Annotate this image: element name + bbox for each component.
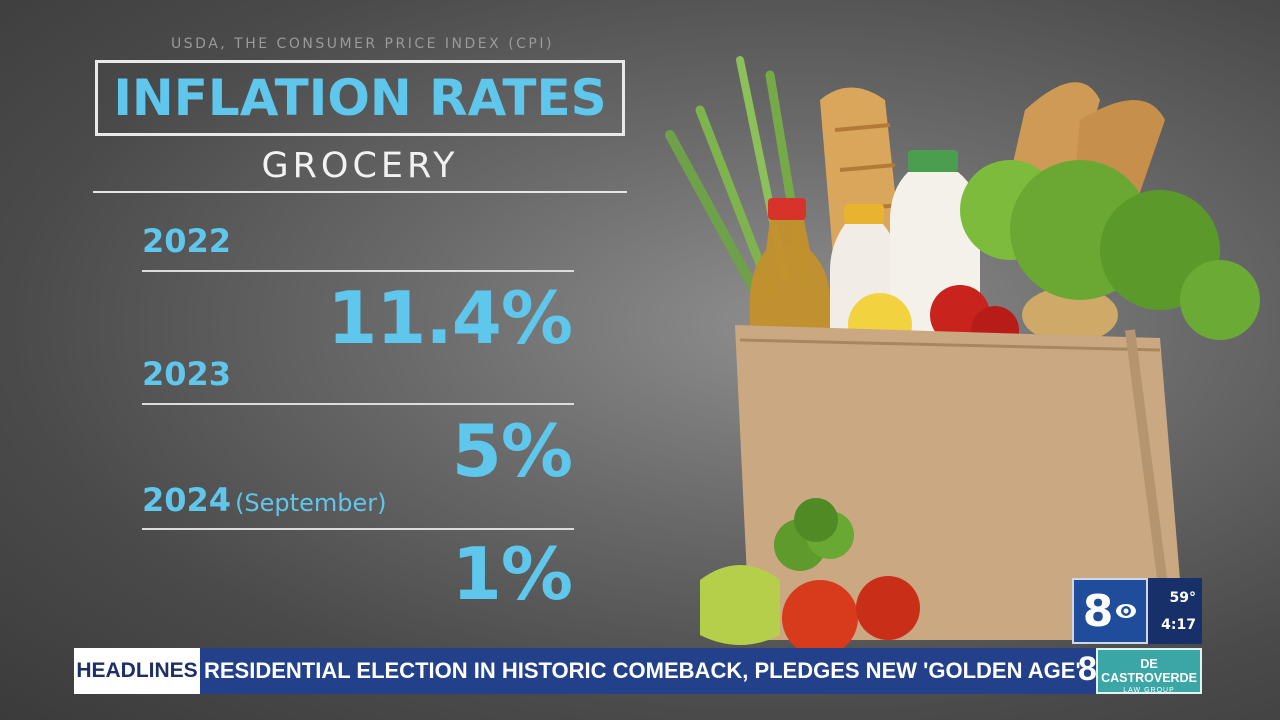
year-2023-label: 2023: [142, 355, 232, 393]
ticker-label: HEADLINES: [74, 648, 200, 694]
sponsor-logo: DE CASTROVERDE LAW GROUP: [1096, 648, 1202, 694]
clock-time: 4:17: [1161, 617, 1196, 633]
rate-2022-value: 11.4%: [327, 276, 573, 360]
channel-number: 8: [1082, 585, 1114, 637]
oil-bottle-icon: [750, 198, 830, 340]
rate-2024-value: 1%: [451, 532, 573, 616]
row-divider: [142, 403, 574, 405]
rate-2023-value: 5%: [451, 409, 573, 493]
source-caption: USDA, THE CONSUMER PRICE INDEX (CPI): [171, 36, 554, 52]
ticker-station-mark: 8: [1078, 650, 1097, 688]
row-divider: [142, 528, 574, 530]
row-divider: [142, 270, 574, 272]
sponsor-name: DE CASTROVERDE: [1101, 657, 1197, 685]
title-divider: [93, 191, 627, 193]
temperature: 59°: [1169, 590, 1196, 606]
tomato-icon: [782, 580, 858, 656]
cbs-eye-icon: [1116, 604, 1137, 618]
lettuce-icon: [960, 160, 1260, 340]
grocery-bag-illustration: [665, 56, 1260, 656]
year-2022-label: 2022: [142, 222, 232, 260]
graphic-subtitle: GROCERY: [261, 146, 459, 186]
title-box: INFLATION RATES: [95, 60, 625, 136]
news-ticker: HEADLINES RESIDENTIAL ELECTION IN HISTOR…: [74, 648, 1202, 694]
bell-pepper-icon: [700, 565, 780, 645]
broccoli-icon: [774, 498, 854, 571]
graphic-title: INFLATION RATES: [113, 69, 607, 127]
year-2024-label: 2024 (September): [142, 481, 387, 519]
station-logo: 8: [1072, 578, 1148, 644]
sponsor-subtitle: LAW GROUP: [1123, 687, 1175, 694]
weather-box: 59° 4:17: [1148, 578, 1202, 644]
ticker-headline: RESIDENTIAL ELECTION IN HISTORIC COMEBAC…: [204, 658, 1081, 683]
tomato-icon: [856, 576, 920, 640]
potato-icon: [1022, 287, 1118, 343]
year-note: (September): [235, 489, 387, 517]
